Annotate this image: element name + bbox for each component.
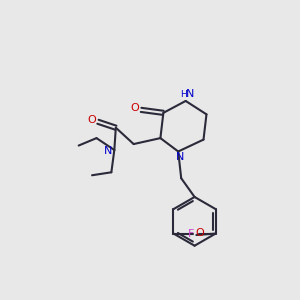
Text: N: N bbox=[104, 146, 112, 157]
Text: O: O bbox=[131, 103, 140, 113]
Text: H: H bbox=[180, 90, 187, 99]
Text: F: F bbox=[188, 230, 194, 239]
Text: N: N bbox=[176, 152, 184, 162]
Text: O: O bbox=[88, 115, 96, 125]
Text: N: N bbox=[186, 89, 194, 99]
Text: O: O bbox=[195, 228, 204, 238]
